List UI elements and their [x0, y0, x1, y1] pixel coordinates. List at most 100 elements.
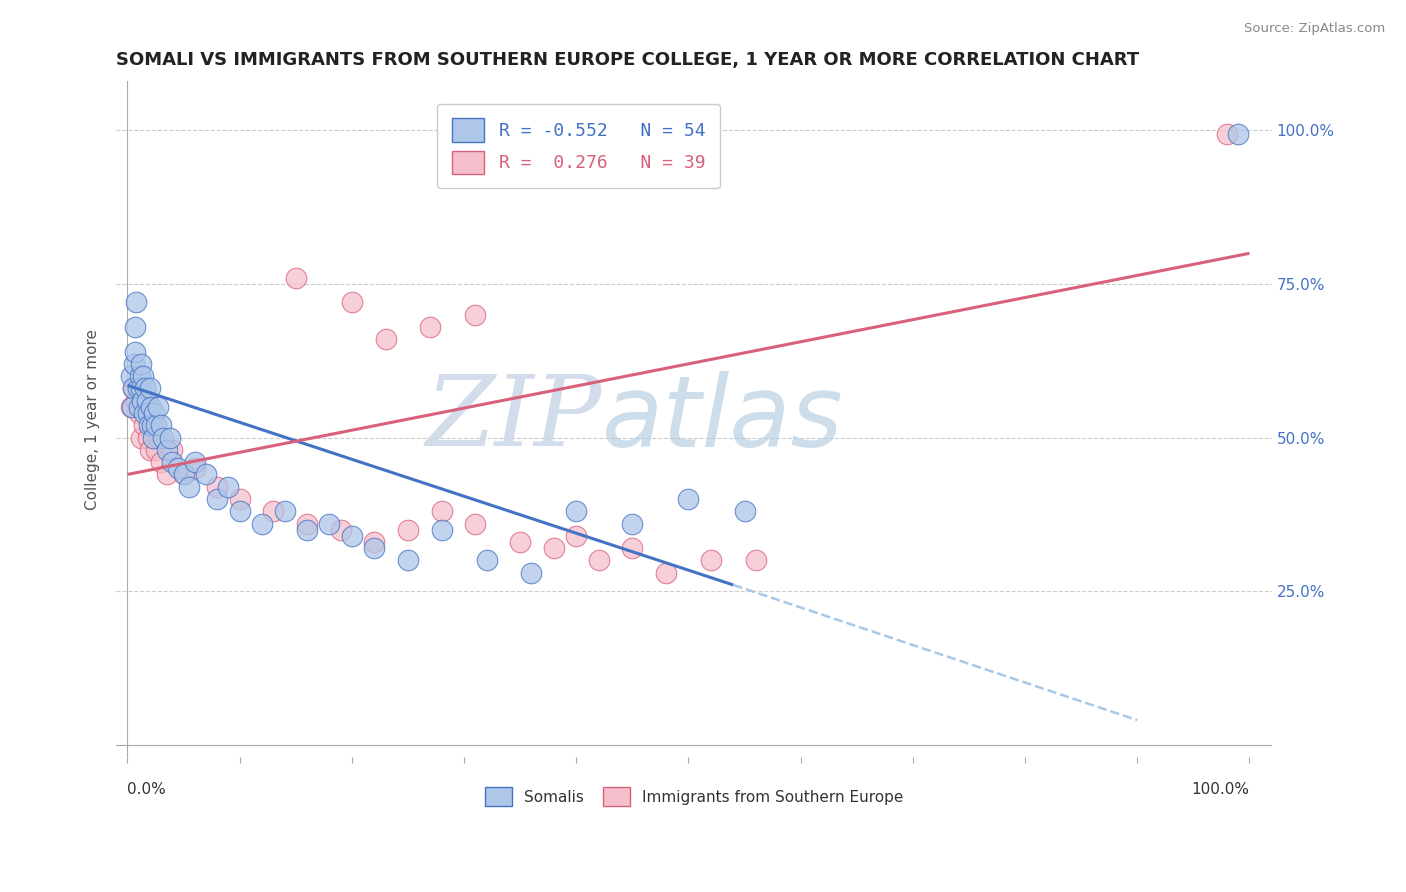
Point	[146, 400, 169, 414]
Point	[396, 523, 419, 537]
Point	[131, 393, 153, 408]
Point	[228, 491, 250, 506]
Point	[464, 308, 486, 322]
Point	[430, 523, 453, 537]
Point	[621, 516, 644, 531]
Point	[250, 516, 273, 531]
Point	[565, 529, 588, 543]
Point	[621, 541, 644, 555]
Point	[132, 369, 155, 384]
Point	[509, 535, 531, 549]
Point	[340, 529, 363, 543]
Point	[184, 455, 207, 469]
Point	[152, 431, 174, 445]
Point	[588, 553, 610, 567]
Point	[134, 406, 156, 420]
Text: atlas: atlas	[602, 371, 844, 467]
Point	[129, 357, 152, 371]
Point	[207, 480, 229, 494]
Point	[396, 553, 419, 567]
Point	[127, 381, 149, 395]
Point	[139, 381, 162, 395]
Point	[464, 516, 486, 531]
Point	[128, 369, 150, 384]
Point	[179, 480, 201, 494]
Point	[419, 320, 441, 334]
Point	[145, 442, 167, 457]
Point	[430, 504, 453, 518]
Point	[173, 467, 195, 482]
Point	[745, 553, 768, 567]
Point	[136, 406, 159, 420]
Point	[120, 369, 142, 384]
Point	[150, 455, 173, 469]
Point	[122, 357, 145, 371]
Point	[134, 381, 156, 395]
Point	[142, 431, 165, 445]
Point	[207, 491, 229, 506]
Text: ZIP: ZIP	[426, 371, 602, 467]
Point	[124, 344, 146, 359]
Point	[340, 295, 363, 310]
Text: Source: ZipAtlas.com: Source: ZipAtlas.com	[1244, 22, 1385, 36]
Point	[124, 320, 146, 334]
Point	[148, 431, 170, 445]
Point	[184, 461, 207, 475]
Point	[156, 467, 179, 482]
Point	[129, 431, 152, 445]
Point	[156, 442, 179, 457]
Point	[134, 418, 156, 433]
Point	[162, 455, 184, 469]
Point	[1216, 127, 1239, 141]
Point	[734, 504, 756, 518]
Point	[228, 504, 250, 518]
Point	[363, 541, 385, 555]
Point	[150, 418, 173, 433]
Point	[125, 393, 148, 408]
Point	[167, 461, 190, 475]
Point	[262, 504, 284, 518]
Point	[128, 406, 150, 420]
Point	[329, 523, 352, 537]
Point	[135, 393, 157, 408]
Point	[145, 418, 167, 433]
Point	[284, 271, 307, 285]
Point	[121, 400, 143, 414]
Text: 0.0%: 0.0%	[128, 781, 166, 797]
Point	[143, 406, 166, 420]
Legend: Somalis, Immigrants from Southern Europe: Somalis, Immigrants from Southern Europe	[477, 780, 911, 814]
Point	[295, 516, 318, 531]
Point	[565, 504, 588, 518]
Point	[195, 467, 218, 482]
Point	[217, 480, 239, 494]
Point	[318, 516, 340, 531]
Point	[678, 491, 700, 506]
Point	[159, 431, 181, 445]
Point	[1227, 127, 1250, 141]
Point	[136, 431, 159, 445]
Point	[295, 523, 318, 537]
Point	[363, 535, 385, 549]
Point	[520, 566, 543, 580]
Point	[141, 418, 163, 433]
Point	[129, 381, 152, 395]
Point	[543, 541, 565, 555]
Point	[173, 467, 195, 482]
Point	[141, 418, 163, 433]
Text: 100.0%: 100.0%	[1191, 781, 1250, 797]
Text: SOMALI VS IMMIGRANTS FROM SOUTHERN EUROPE COLLEGE, 1 YEAR OR MORE CORRELATION CH: SOMALI VS IMMIGRANTS FROM SOUTHERN EUROP…	[117, 51, 1139, 69]
Point	[139, 442, 162, 457]
Point	[475, 553, 498, 567]
Y-axis label: College, 1 year or more: College, 1 year or more	[86, 328, 100, 509]
Point	[125, 295, 148, 310]
Point	[374, 332, 396, 346]
Point	[128, 400, 150, 414]
Point	[122, 381, 145, 395]
Point	[700, 553, 723, 567]
Point	[655, 566, 678, 580]
Point	[122, 381, 145, 395]
Point	[120, 400, 142, 414]
Point	[138, 418, 160, 433]
Point	[162, 442, 184, 457]
Point	[139, 400, 162, 414]
